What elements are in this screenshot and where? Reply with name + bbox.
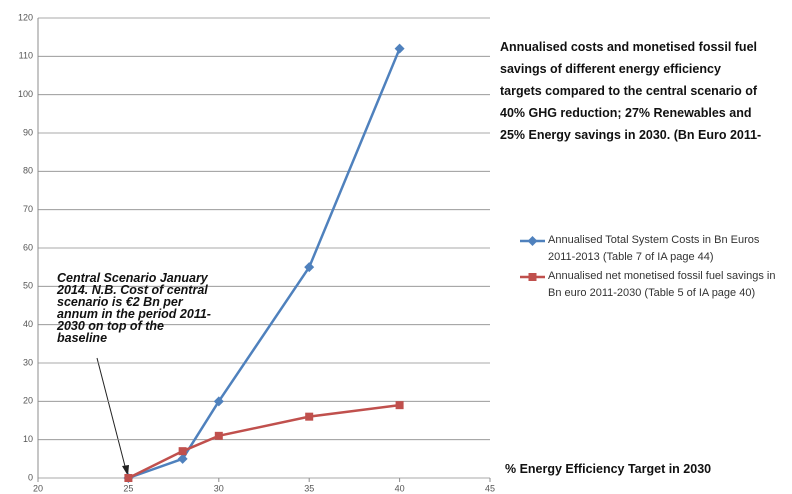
y-tick-label: 70 [23, 204, 33, 214]
marker [214, 431, 223, 440]
marker [178, 447, 187, 456]
marker [395, 401, 404, 410]
x-tick-label: 45 [485, 483, 495, 493]
chart-title: Annualised costs and monetised fossil fu… [500, 40, 762, 142]
y-tick-label: 110 [19, 51, 33, 61]
y-tick-label: 30 [23, 357, 33, 367]
x-axis-label: % Energy Efficiency Target in 2030 [505, 462, 712, 476]
legend-marker [527, 236, 538, 246]
annotation: Central Scenario January 2014. N.B. Cost… [57, 271, 211, 345]
y-tick-label: 80 [23, 166, 33, 176]
y-tick-label: 90 [23, 127, 33, 137]
y-tick-label: 100 [18, 89, 33, 99]
y-tick-label: 0 [28, 472, 33, 482]
x-tick-label: 35 [304, 483, 314, 493]
annotation-arrow [96, 357, 127, 471]
marker [305, 412, 314, 421]
y-tick-label: 20 [23, 396, 33, 406]
marker [124, 474, 133, 482]
marker [177, 453, 188, 464]
marker [213, 396, 224, 407]
marker [394, 43, 405, 54]
y-tick-label: 40 [23, 319, 33, 329]
legend-label: Annualised net monetised fossil fuel sav… [548, 270, 776, 299]
y-tick-label: 60 [23, 242, 33, 252]
y-tick-label: 120 [18, 12, 33, 22]
series-line [127, 403, 400, 480]
series-line [127, 48, 401, 480]
legend-label: Annualised Total System Costs in Bn Euro… [548, 234, 760, 263]
legend-marker [528, 273, 537, 281]
x-tick-label: 25 [123, 483, 133, 493]
x-tick-label: 30 [214, 483, 224, 493]
marker [304, 262, 315, 273]
y-tick-label: 10 [23, 434, 33, 444]
y-tick-label: 50 [23, 281, 33, 291]
arrow-head [122, 465, 129, 476]
x-tick-label: 20 [33, 483, 43, 493]
x-tick-label: 40 [395, 483, 405, 493]
